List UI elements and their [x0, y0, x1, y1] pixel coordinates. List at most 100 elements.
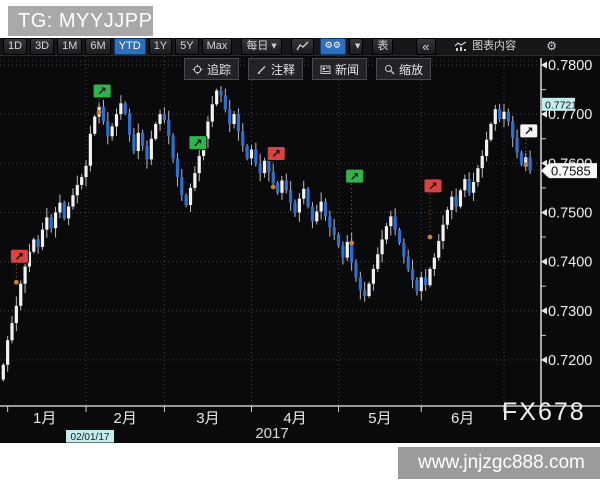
range-button-5y[interactable]: 5Y — [175, 38, 199, 55]
candle-down — [332, 227, 336, 235]
range-button-1m[interactable]: 1M — [57, 38, 83, 55]
flag-arrow-icon: ↗ — [350, 169, 360, 183]
candle-up — [428, 268, 432, 286]
chart-content-button[interactable]: 图表内容 — [450, 39, 520, 54]
line-chart-button[interactable] — [290, 38, 314, 55]
candle-up — [458, 190, 463, 207]
green-arrow-flag — [92, 83, 112, 99]
candle-down — [424, 277, 428, 286]
candle-down — [49, 217, 53, 229]
candle-up — [215, 90, 219, 105]
y-axis-label: 0.7800 — [548, 58, 592, 74]
candle-up — [484, 139, 489, 156]
chart-tools-bar: 追踪 注释 新闻 缩放 — [184, 58, 432, 80]
candle-down — [101, 106, 106, 122]
candle-up — [75, 184, 79, 196]
double-chevron-left-icon: « — [422, 39, 430, 54]
candle-down — [36, 239, 40, 247]
high-price-badge — [542, 97, 575, 111]
candle-up — [493, 109, 497, 124]
news-icon — [320, 65, 331, 74]
flag-arrow-icon: ↗ — [97, 84, 107, 98]
candle-up — [232, 114, 236, 124]
chart-tool-crosshair[interactable]: 追踪 — [184, 58, 240, 80]
candle-up — [6, 340, 10, 365]
candle-down — [284, 180, 288, 191]
candle-up — [210, 104, 214, 122]
flag-arrow-icon: ↗ — [524, 124, 534, 138]
candle-up — [476, 168, 480, 182]
candle-up — [71, 195, 75, 207]
candle-down — [162, 114, 166, 121]
candle-up — [193, 173, 197, 188]
green-arrow-flag — [345, 168, 365, 184]
candle-down — [336, 234, 341, 246]
flag-arrow-icon: ↗ — [271, 147, 281, 161]
candle-up — [114, 114, 119, 127]
candle-up — [27, 251, 32, 267]
candle-up — [149, 138, 153, 160]
candle-down — [219, 90, 223, 96]
candle-down — [506, 111, 510, 122]
chart-style-button[interactable]: ⚙⚙ — [319, 38, 346, 55]
candle-up — [53, 212, 58, 229]
chart-style-dropdown[interactable]: ▼ — [348, 38, 364, 55]
candle-down — [132, 134, 136, 152]
candle-down — [276, 182, 280, 193]
candle-up — [10, 323, 14, 341]
candle-down — [393, 216, 397, 230]
x-axis-month-label: 4月 — [283, 410, 306, 427]
candle-up — [23, 266, 27, 284]
chart-region: 0.78000.77000.76000.75000.74000.73000.72… — [0, 56, 600, 443]
range-button-max[interactable]: Max — [201, 38, 233, 55]
pencil-icon — [257, 65, 266, 74]
y-tick-pointer — [541, 159, 547, 167]
collapse-button[interactable]: « — [416, 38, 436, 55]
candle-up — [249, 149, 254, 159]
range-button-group: 1D 3D 1M 6M YTD 1Y 5Y Max — [3, 38, 233, 55]
chart-tool-magnifier[interactable]: 缩放 — [376, 58, 432, 80]
candle-down — [180, 177, 184, 196]
range-button-6m[interactable]: 6M — [85, 38, 111, 55]
candle-up — [110, 126, 114, 137]
y-axis-label: 0.7400 — [548, 255, 592, 271]
candle-up — [14, 305, 18, 324]
settings-gear-icon[interactable]: ⚙ — [546, 39, 557, 53]
candle-up — [119, 103, 123, 115]
candle-down — [350, 241, 354, 263]
candle-up — [502, 111, 506, 120]
chevron-down-icon: ▼ — [271, 42, 277, 50]
page-title: TG: MYYJJPP — [8, 6, 153, 36]
candle-up — [197, 155, 201, 174]
chevron-down-icon: ▼ — [354, 42, 361, 50]
candle-up — [524, 157, 528, 165]
range-button-3d[interactable]: 3D — [30, 38, 55, 55]
frequency-label: 每日 — [246, 40, 269, 52]
white-arrow-flag — [519, 123, 539, 139]
candle-down — [245, 146, 249, 159]
x-axis-month-label: 6月 — [451, 410, 474, 427]
range-button-1d[interactable]: 1D — [3, 38, 28, 55]
y-tick-pointer — [541, 208, 547, 216]
start-date-label: 02/01/17 — [71, 432, 110, 443]
range-button-ytd[interactable]: YTD — [113, 38, 146, 55]
last-price-tag-label: 0.7585 — [551, 163, 591, 178]
candle-up — [136, 132, 140, 152]
table-button[interactable]: 表 — [372, 38, 394, 55]
chart-tool-pencil[interactable]: 注释 — [248, 58, 304, 80]
candle-down — [254, 149, 258, 164]
frequency-dropdown[interactable]: 每日 ▼ — [241, 38, 282, 55]
candle-down — [223, 95, 227, 110]
candle-down — [106, 121, 110, 137]
red-arrow-flag — [266, 145, 286, 161]
chart-tool-news[interactable]: 新闻 — [312, 58, 368, 80]
mini-chart-icon — [454, 41, 467, 51]
candle-up — [384, 226, 389, 240]
chart-tool-label: 新闻 — [335, 62, 360, 77]
range-button-1y[interactable]: 1Y — [148, 38, 173, 55]
candle-up — [1, 364, 5, 380]
watermark-fx678: FX678 — [502, 398, 586, 426]
candle-up — [67, 206, 71, 219]
y-axis-label: 0.7500 — [548, 205, 592, 221]
